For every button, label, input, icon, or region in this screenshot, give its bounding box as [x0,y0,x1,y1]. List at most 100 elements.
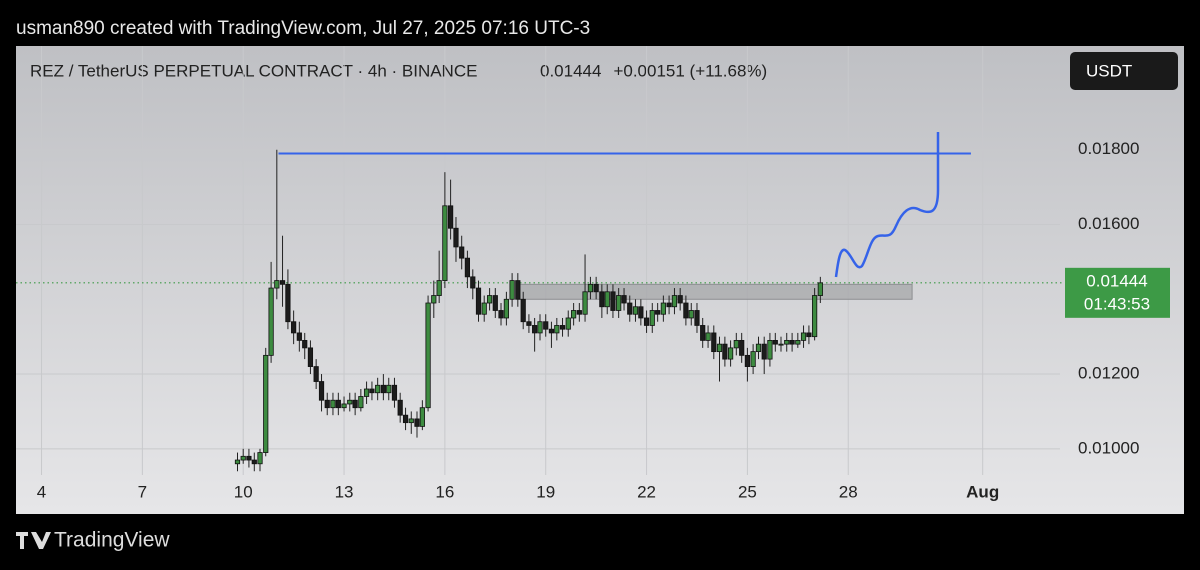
currency-button[interactable] [1070,52,1178,90]
candle-body [688,310,694,319]
y-tick-label: 0.01200 [1078,364,1139,383]
candle-body [486,295,493,304]
candle-body [526,321,532,326]
candle-body [806,332,812,338]
hand-drawn-projection [834,132,940,278]
candle-body [274,280,280,289]
candle-body [649,310,655,326]
chart-title: REZ / TetherUS PERPETUAL CONTRACT · 4h ·… [30,61,477,80]
candle-body [812,295,818,338]
candle-body [587,283,594,293]
price-tag-value: 0.01444 [1086,271,1147,290]
candle-body [761,343,767,360]
candle-body [318,381,325,401]
header-change: +0.00151 (+11.68%) [613,61,767,80]
candle-body [789,340,795,345]
x-tick-label: 22 [637,482,656,501]
candle-body [716,343,723,353]
y-tick-label: 0.01600 [1078,214,1139,233]
candle-body [307,347,314,367]
candle-body [475,287,482,315]
x-tick-label: 25 [738,482,757,501]
candle-body [655,310,661,315]
candle-body [251,459,257,465]
candle-body [593,283,599,293]
x-tick-label: 19 [536,482,555,501]
candle-body [694,310,700,326]
x-tick-label: 7 [138,482,147,501]
candle-body [263,354,269,453]
candle-body [722,343,728,360]
price-tag [1065,267,1170,318]
candle-body [257,452,263,465]
candle-body [503,298,509,319]
candle-body [700,325,706,341]
candle-body [369,388,375,394]
candle-body [481,302,487,315]
candle-body [313,366,319,382]
candle-body [532,325,538,334]
candle-body [671,295,678,308]
candle-body [425,302,431,409]
candle-body [784,340,790,345]
candle-body [582,291,588,315]
candle-body [616,295,622,311]
x-tick-label: 16 [435,482,454,501]
candle-body [621,295,627,304]
currency-label[interactable]: USDT [1086,61,1132,80]
price-tag-countdown: 01:43:53 [1084,294,1150,313]
candle-body [246,455,252,461]
brand: TradingView [54,529,170,552]
header: usman890 created with TradingView.com, J… [16,18,590,39]
candle-body [347,399,353,405]
candle-body [705,332,711,341]
candle-body [234,459,241,465]
candle-body [324,399,330,409]
candle-body [515,280,521,300]
candle-body [576,310,582,315]
candle-body [414,418,420,427]
candle-body [755,343,762,353]
candle-body [744,354,751,367]
candle-body [335,399,341,409]
candle-body [643,317,650,326]
x-tick-label: 4 [37,482,46,501]
candle-body [554,325,560,334]
x-tick-label: 13 [335,482,354,501]
candle-body [447,205,454,229]
candle-body [363,388,370,397]
candle-body [683,302,689,319]
candle-body [817,282,823,296]
candle-body [268,287,274,356]
candle-body [559,325,566,330]
candle-body [795,340,801,345]
candle-body [666,302,672,308]
candle-body [302,340,308,349]
y-tick-label: 0.01000 [1078,438,1139,457]
candle-body [739,340,745,356]
candle-body [772,340,778,345]
candle-body [402,414,409,424]
candle-body [492,295,498,311]
candle-body [565,317,571,330]
header-price: 0.01444 [540,61,601,80]
candle-body [711,332,717,353]
candle-body [391,384,398,401]
candle-body [627,302,633,315]
y-tick-label: 0.01800 [1078,139,1139,158]
candle-body [498,310,504,319]
candle-body [419,407,425,427]
candle-body [610,291,616,311]
candle-body [397,399,403,416]
candle-body [358,396,364,409]
candle-body [380,384,386,394]
candle-body [778,343,784,346]
x-tick-label: 28 [839,482,858,501]
candle-body [767,340,773,360]
candle-body [285,283,291,323]
candle-body [660,302,666,315]
candle-body [727,347,734,360]
candle-body [375,384,381,394]
